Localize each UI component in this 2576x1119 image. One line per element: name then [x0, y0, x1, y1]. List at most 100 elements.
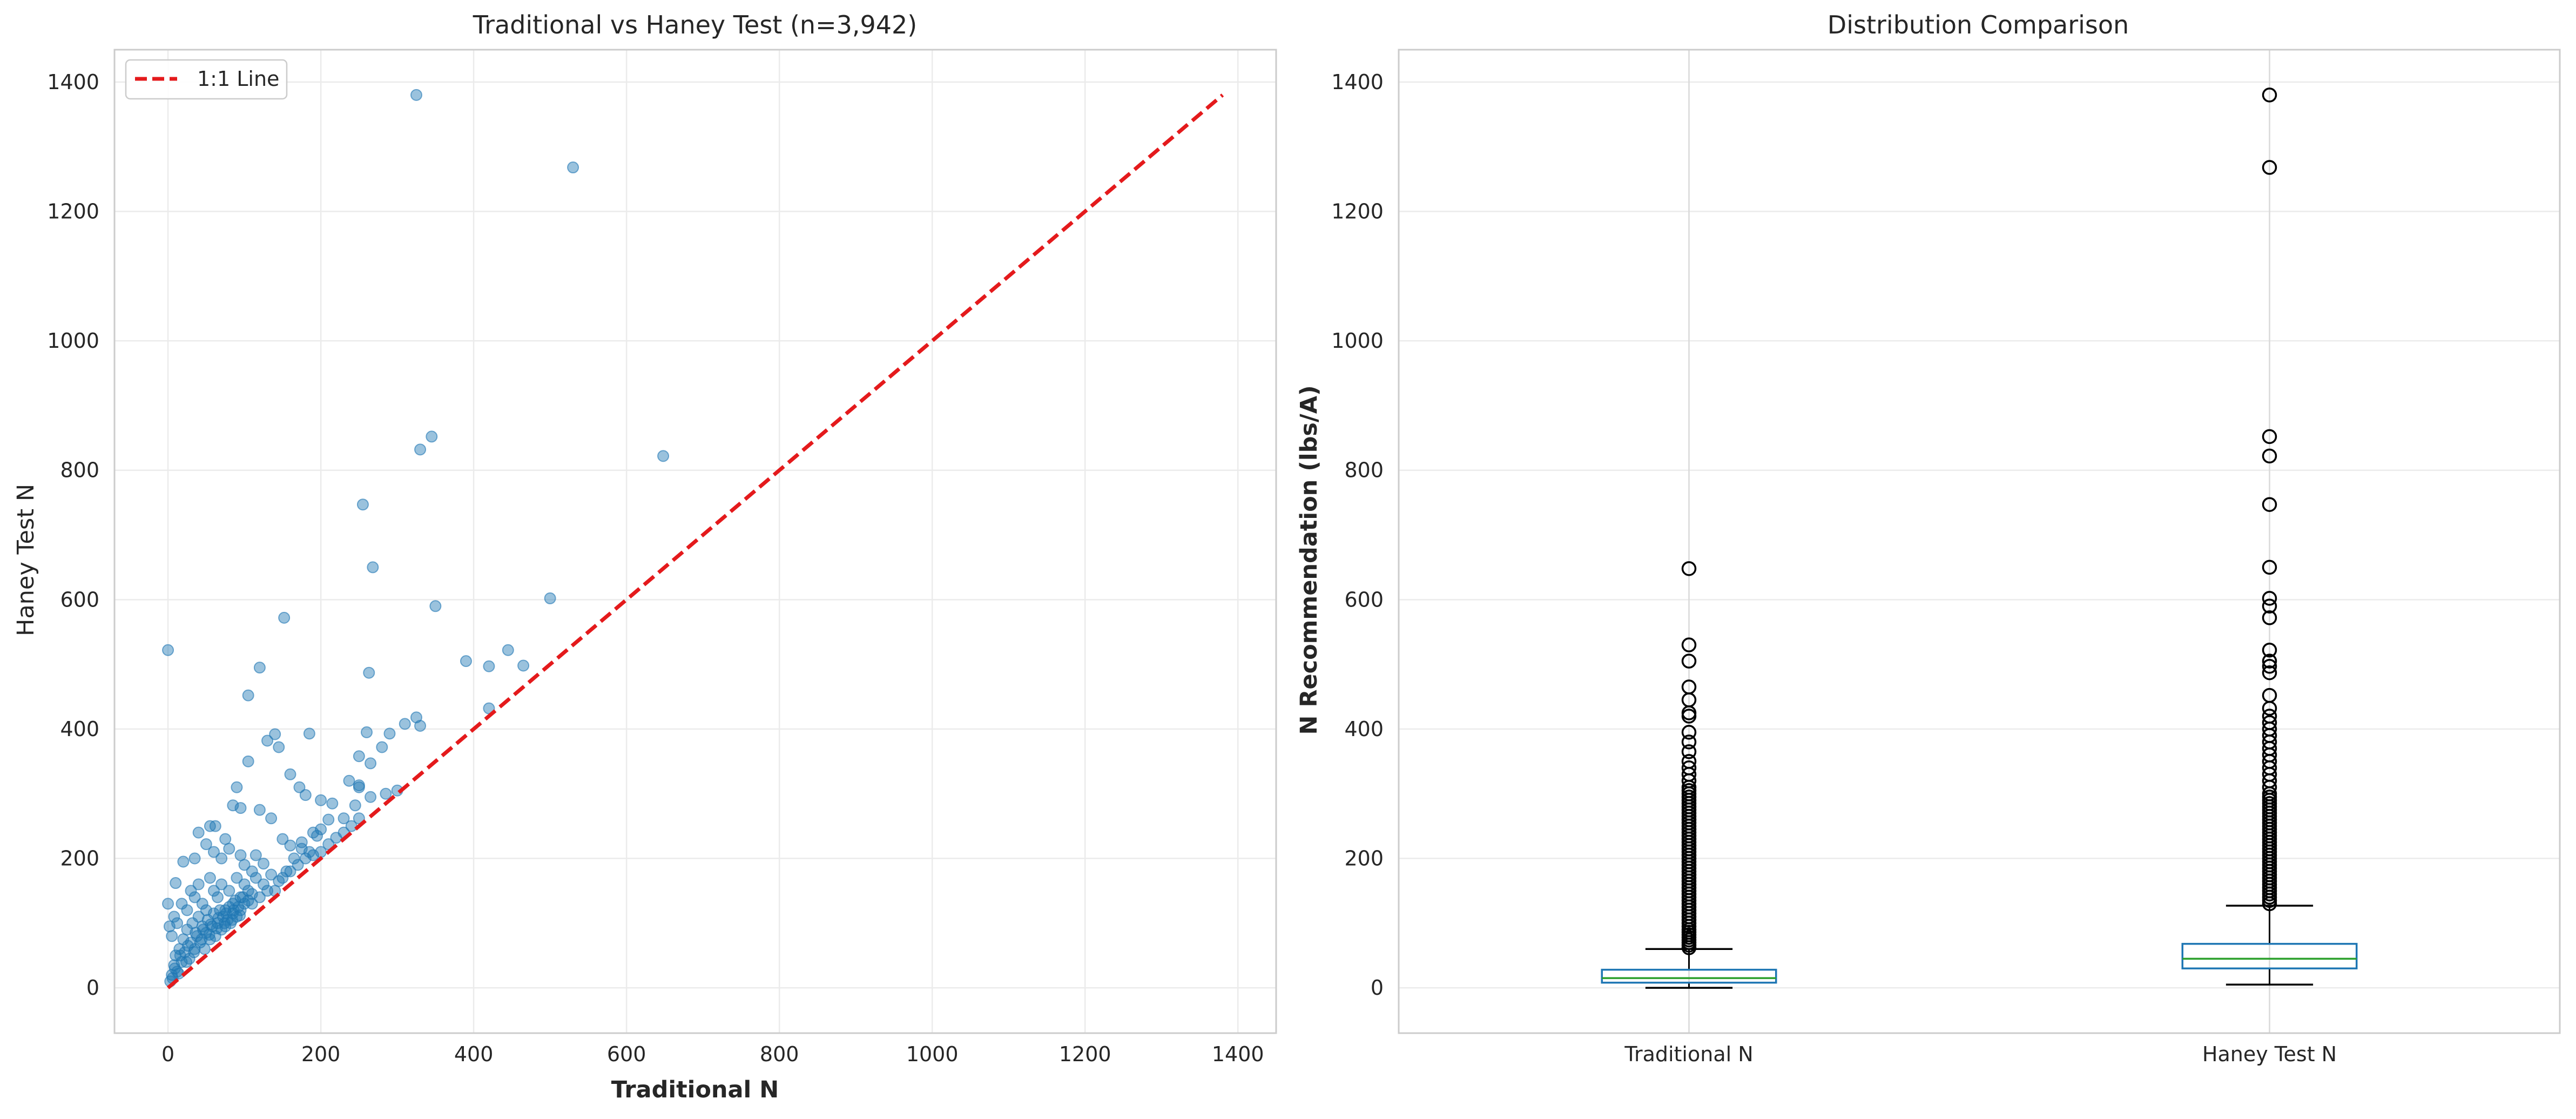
outlier-point [1681, 725, 1697, 740]
box-plot-y-axis-label: N Recommendation (lbs/A) [1296, 385, 1323, 734]
x-tick-label: 200 [301, 1042, 341, 1066]
scatter-point [414, 443, 427, 456]
y-tick-label: 1200 [47, 200, 99, 224]
scatter-point [360, 726, 373, 738]
scatter-point [280, 865, 293, 878]
legend-entry-reference-line: 1:1 Line [197, 67, 279, 91]
y-tick-label: 800 [60, 459, 99, 482]
scatter-point [269, 728, 281, 740]
scatter-point [265, 868, 278, 881]
y-tick-label: 200 [60, 847, 99, 871]
scatter-point [277, 833, 289, 845]
outlier-point [2262, 429, 2277, 444]
outlier-point [1681, 760, 1697, 776]
outlier-point [2262, 658, 2277, 674]
scatter-point [238, 859, 251, 871]
scatter-point [185, 885, 197, 897]
scatter-point [429, 600, 442, 612]
box-plot-title: Distribution Comparison [1828, 10, 2129, 39]
scatter-point [257, 878, 269, 891]
scatter-point [265, 812, 278, 825]
outlier-point [2262, 448, 2277, 464]
scatter-chart: Traditional vs Haney Test (n=3,942) Trad… [12, 10, 1277, 1103]
scatter-point [426, 430, 438, 443]
scatter-point [215, 878, 228, 891]
scatter-point [238, 878, 251, 891]
x-tick-label: 1400 [1212, 1042, 1264, 1066]
y-tick-label: 600 [60, 588, 99, 611]
x-tick-label: 1000 [906, 1042, 959, 1066]
scatter-legend: 1:1 Line [125, 59, 288, 100]
outlier-point [1681, 734, 1697, 750]
scatter-point [657, 450, 670, 462]
box-1 [1601, 561, 1777, 989]
x-tick-label: Traditional N [1624, 1042, 1753, 1066]
scatter-point [181, 904, 193, 916]
outlier-point [1681, 754, 1697, 769]
outlier-point [2262, 87, 2277, 103]
scatter-point [311, 830, 323, 842]
scatter-point [483, 660, 495, 672]
scatter-grid [114, 50, 1276, 1033]
reference-line-group [166, 93, 1224, 989]
outlier-point [2262, 497, 2277, 512]
scatter-points [162, 89, 670, 988]
scatter-point [198, 943, 211, 955]
y-tick-label: 400 [1344, 717, 1384, 741]
scatter-point [162, 898, 174, 910]
scatter-point [227, 799, 239, 812]
outlier-point [2262, 687, 2277, 703]
scatter-point [188, 852, 201, 865]
scatter-point [212, 891, 224, 904]
scatter-point [349, 799, 361, 812]
scatter-point [410, 89, 422, 101]
outlier-point [2262, 643, 2277, 658]
scatter-point [261, 734, 274, 747]
scatter-point [567, 161, 579, 174]
box-plot-tick-labels: 0 200 400 600 800 1000 1200 1400 Traditional N Ha… [1331, 70, 2337, 1066]
scatter-point [223, 885, 235, 897]
scatter-point [284, 839, 296, 852]
scatter-point [253, 662, 266, 674]
scatter-point [196, 898, 208, 910]
box-plot-chart: Distribution Comparison N Recommendation… [1296, 10, 2561, 1066]
scatter-x-axis-label: Traditional N [611, 1076, 779, 1103]
box-2 [2181, 87, 2358, 986]
scatter-point [188, 946, 200, 959]
scatter-point [383, 727, 396, 740]
scatter-point [215, 852, 228, 865]
scatter-point [249, 849, 262, 861]
scatter-plot-frame [113, 49, 1277, 1034]
x-tick-label: 800 [760, 1042, 799, 1066]
scatter-point [299, 789, 312, 801]
outlier-point [2262, 610, 2277, 625]
scatter-point [246, 888, 258, 900]
scatter-point [502, 644, 514, 656]
scatter-point [414, 719, 427, 732]
scatter-point [284, 768, 296, 780]
scatter-point [338, 812, 350, 825]
y-tick-label: 400 [60, 717, 99, 741]
y-tick-label: 0 [86, 976, 99, 1000]
y-tick-label: 1400 [47, 70, 99, 94]
scatter-point [177, 855, 190, 868]
outlier-point [1681, 744, 1697, 759]
legend-box [125, 59, 288, 100]
scatter-point [234, 909, 246, 921]
scatter-point [246, 865, 258, 878]
scatter-point [253, 804, 266, 816]
scatter-point [180, 956, 193, 968]
scatter-point [326, 797, 339, 810]
outlier-point [1681, 561, 1697, 576]
scatter-point [460, 655, 472, 668]
scatter-point [544, 592, 556, 604]
scatter-point [242, 894, 254, 907]
box-plot-grid [1399, 50, 2560, 1033]
scatter-point [166, 930, 178, 942]
x-tick-label: 1200 [1059, 1042, 1111, 1066]
reference-line-1-to-1 [166, 93, 1224, 989]
scatter-point [249, 872, 262, 884]
scatter-point [257, 858, 269, 870]
scatter-point [200, 838, 212, 851]
outlier-point [1681, 637, 1697, 652]
